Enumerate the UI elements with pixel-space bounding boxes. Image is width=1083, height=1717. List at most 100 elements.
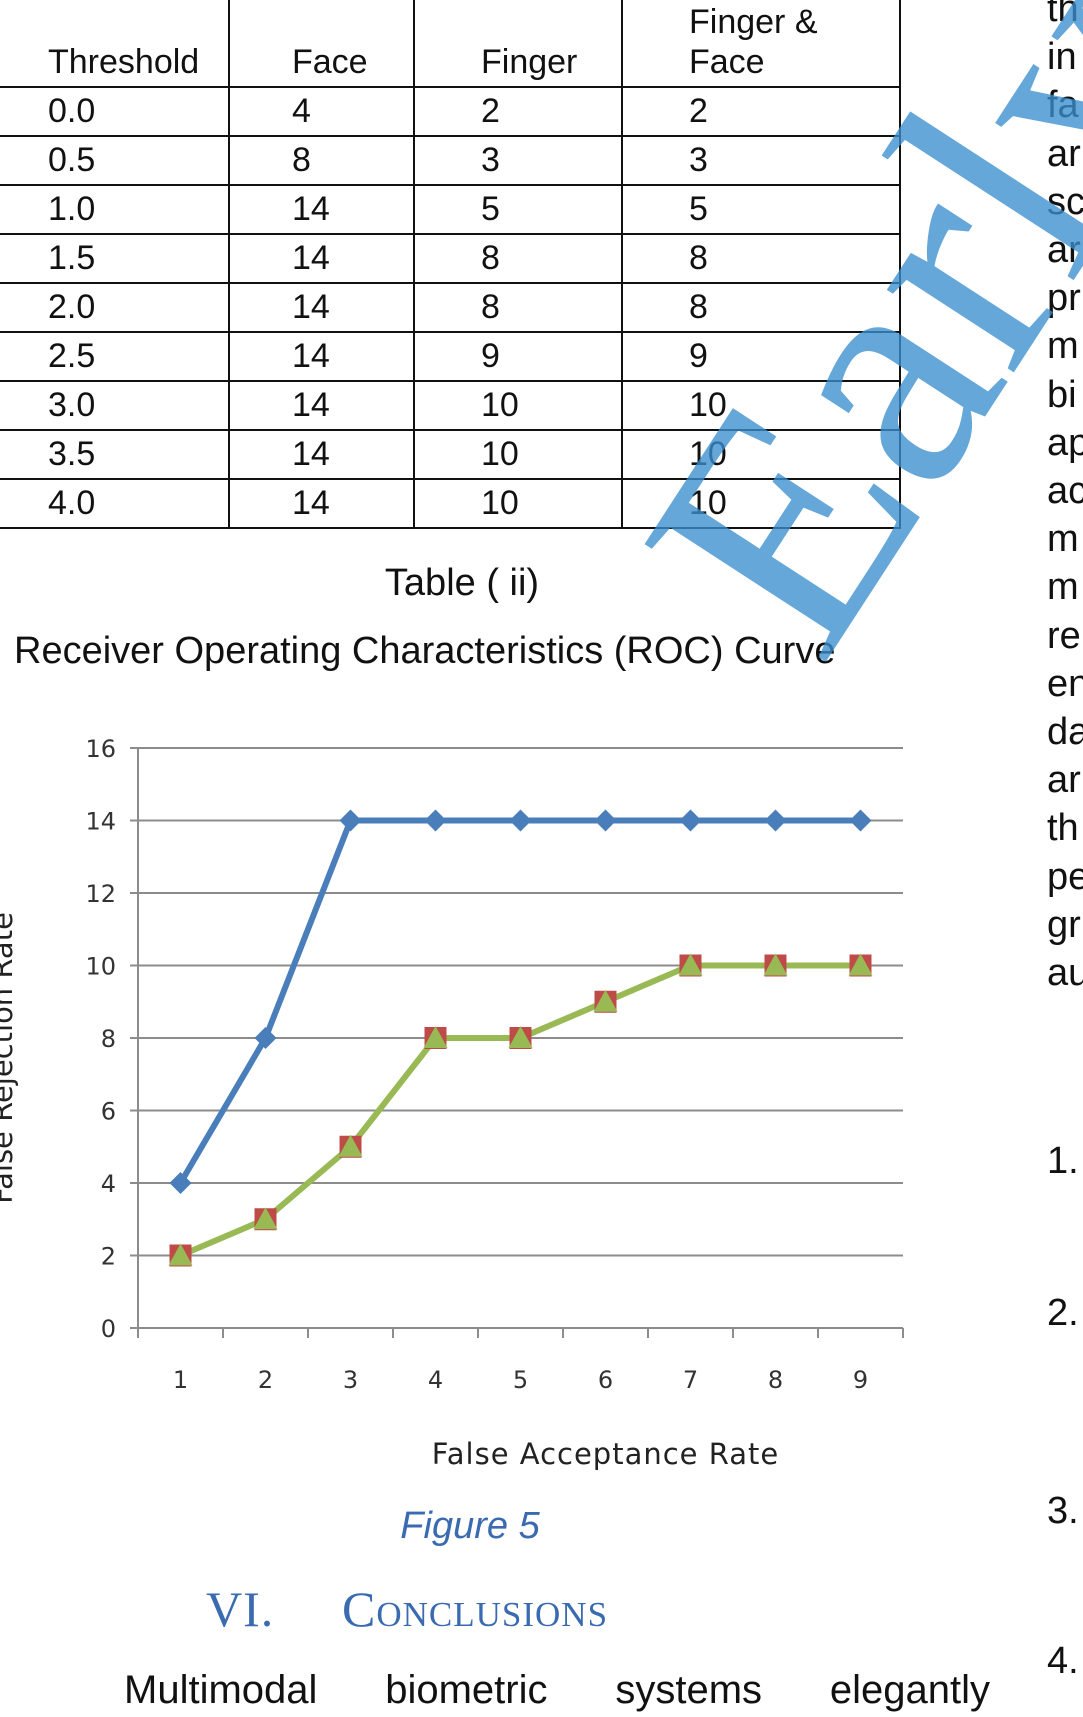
table-cell: 1.0	[0, 184, 230, 235]
column-text-fragment: m	[1047, 518, 1079, 561]
y-tick-label: 2	[101, 1243, 116, 1271]
table-cell: 8	[228, 135, 415, 186]
face-series-point	[764, 809, 787, 832]
table-row: 3.5 14 10 10	[0, 429, 901, 480]
table-header-cell: Face	[228, 0, 415, 88]
column-text-fragment: m	[1047, 325, 1079, 368]
column-text-fragment: fa	[1047, 84, 1079, 127]
column-text-fragment: ar	[1047, 759, 1081, 802]
section-title: Conclusions	[342, 1581, 609, 1637]
section-number: VI.	[206, 1581, 275, 1637]
table-row: 3.0 14 10 10	[0, 380, 901, 431]
column-text-fragment: pr	[1047, 277, 1081, 320]
column-text-fragment: au	[1047, 952, 1083, 994]
x-tick-label: 8	[768, 1366, 783, 1394]
column-text-fragment: ar	[1047, 132, 1081, 175]
face-series-point	[424, 809, 447, 832]
finger-face-series-point	[678, 953, 703, 976]
chart-title: Receiver Operating Characteristics (ROC)…	[14, 630, 836, 672]
body-word: Multimodal	[124, 1668, 318, 1712]
face-series-point	[339, 809, 362, 832]
y-tick-label: 16	[85, 735, 116, 763]
column-text-fragment: en	[1047, 662, 1083, 705]
table-cell: 4.0	[0, 478, 230, 529]
list-number: 2.	[1047, 1292, 1079, 1334]
table-cell: 8	[621, 282, 901, 333]
table-cell: 14	[228, 478, 415, 529]
x-tick-label: 6	[598, 1366, 613, 1394]
column-text-fragment: th	[1047, 0, 1079, 30]
column-text-fragment: ap	[1047, 421, 1083, 464]
column-text-fragment: gr	[1047, 903, 1081, 946]
finger-face-series-point	[763, 953, 788, 976]
column-text-fragment: m	[1047, 566, 1079, 609]
column-text-fragment: re	[1047, 614, 1081, 657]
x-tick-label: 2	[258, 1366, 273, 1394]
x-tick-label: 3	[343, 1366, 358, 1394]
table-cell: 14	[228, 331, 415, 382]
table-header-cell: Finger & Face	[621, 0, 901, 88]
finger-face-series-point	[168, 1243, 193, 1266]
table-cell: 5	[621, 184, 901, 235]
column-text-fragment: pe	[1047, 855, 1083, 898]
y-axis-label: False Rejection Rate	[0, 912, 19, 1204]
y-tick-label: 4	[101, 1170, 116, 1198]
body-word: elegantly	[829, 1668, 990, 1712]
face-series-point	[169, 1172, 192, 1194]
table-cell: 10	[413, 380, 623, 431]
x-tick-label: 1	[173, 1366, 188, 1394]
table-row: 2.0 14 8 8	[0, 282, 901, 333]
table-cell: 3.5	[0, 429, 230, 480]
finger-face-series-point	[423, 1026, 448, 1048]
column-text-fragment: in	[1047, 36, 1077, 79]
table-header-cell: Threshold	[0, 0, 230, 88]
figure-caption: Figure 5	[400, 1505, 540, 1547]
table-header-row: Threshold Face Finger Finger & Face	[0, 0, 901, 88]
table-cell: 4	[228, 86, 415, 137]
table-cell: 14	[228, 233, 415, 284]
face-series-point	[679, 809, 702, 832]
table-cell: 14	[228, 380, 415, 431]
list-number: 4.	[1047, 1640, 1079, 1682]
finger-face-series-point	[338, 1134, 363, 1157]
right-column-fragments: th in fa ar sc ar pr m bi ap ac m m re en da ar th pe gr au	[1047, 0, 1083, 1717]
table-row: 1.5 14 8 8	[0, 233, 901, 284]
face-series-line	[177, 817, 861, 1185]
table-cell: 2.0	[0, 282, 230, 333]
list-number: 1.	[1047, 1140, 1079, 1182]
table-row: 0.5 8 3 3	[0, 135, 901, 186]
y-tick-label: 14	[85, 808, 116, 836]
table-row: 4.0 14 10 10	[0, 478, 901, 529]
body-word: systems	[615, 1668, 763, 1712]
column-text-fragment: sc	[1047, 180, 1083, 223]
column-text-fragment: ar	[1047, 229, 1081, 271]
face-series-point	[849, 809, 872, 832]
column-text-fragment: th	[1047, 807, 1079, 850]
table-cell: 0.0	[0, 86, 230, 137]
x-tick-label: 5	[513, 1366, 528, 1394]
table-row: 2.5 14 9 9	[0, 331, 901, 382]
table-cell: 8	[413, 233, 623, 284]
table-cell: 3	[621, 135, 901, 186]
y-tick-label: 6	[101, 1098, 116, 1126]
table-cell: 9	[621, 331, 901, 382]
y-tick-label: 12	[85, 880, 116, 908]
table-cell: 10	[621, 478, 901, 529]
finger-face-series-point	[253, 1207, 278, 1230]
finger-face-series-point	[593, 989, 618, 1012]
table-cell: 8	[413, 282, 623, 333]
finger-face-series-point	[848, 953, 873, 976]
face-series-point	[254, 1027, 277, 1049]
body-word: biometric	[385, 1668, 548, 1712]
table-cell: 2.5	[0, 331, 230, 382]
table-cell: 1.5	[0, 233, 230, 284]
finger-face-series-point	[508, 1026, 533, 1048]
table-cell: 3	[413, 135, 623, 186]
y-tick-label: 10	[85, 953, 116, 981]
table-cell: 10	[413, 429, 623, 480]
table-cell: 14	[228, 282, 415, 333]
table-header-cell: Finger	[413, 0, 623, 88]
table-cell: 5	[413, 184, 623, 235]
threshold-table: Threshold Face Finger Finger & Face 0.0 4…	[0, 0, 901, 529]
